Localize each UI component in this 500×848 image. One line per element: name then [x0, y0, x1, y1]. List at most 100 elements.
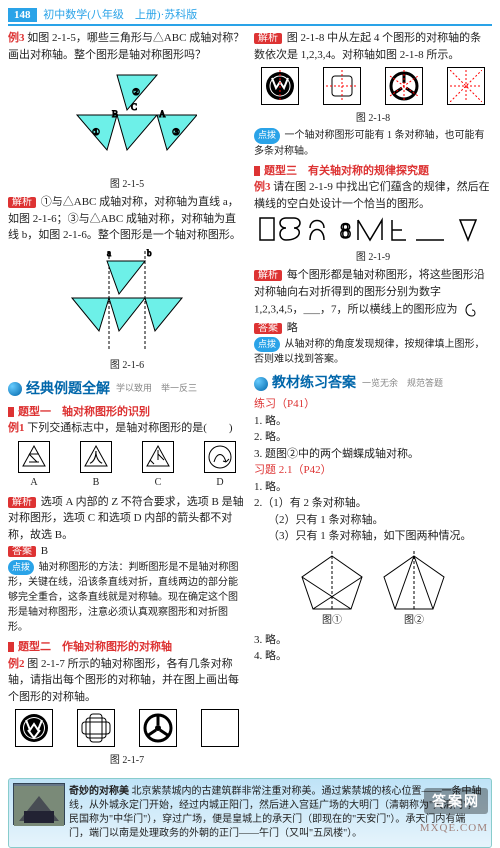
figure-2-1-8 — [254, 67, 492, 107]
heading-dot-icon — [8, 642, 14, 652]
analysis-label: 解析 — [254, 270, 282, 281]
traffic-sign-d-icon — [204, 441, 236, 473]
knot-axis-icon — [323, 67, 361, 105]
tip-text: 一个轴对称图形可能有 1 条对称轴，也可能有多条对称轴。 — [254, 130, 485, 157]
svg-text:C: C — [131, 102, 137, 112]
fig-caption-215: 图 2-1-5 — [8, 177, 246, 192]
analysis-text: 选项 A 内部的 Z 不符合要求，选项 B 是轴对称图形，选项 C 和选项 D … — [8, 496, 244, 541]
choice-d-label: D — [216, 477, 223, 488]
analysis-text: 图 2-1-8 中从左起 4 个图形的对称轴的条数依次是 1,2,3,4。对称轴… — [254, 32, 481, 61]
page: 148 初中数学(八年级 上册)·苏科版 例3 如图 2-1-5，哪些三角形与△… — [0, 0, 500, 848]
traffic-sign-a-icon — [18, 441, 50, 473]
example-text: 如图 2-1-5，哪些三角形与△ABC 成轴对称？画出对称轴。整个图形是轴对称图… — [8, 32, 244, 61]
analysis-mc: 解析 选项 A 内部的 Z 不符合要求，选项 B 是轴对称图形，选项 C 和选项… — [8, 494, 246, 544]
pentagon-1: 图① — [297, 549, 367, 628]
tip-icon: 点拨 — [8, 560, 34, 576]
page-number: 148 — [8, 8, 37, 22]
two-column-layout: 例3 如图 2-1-5，哪些三角形与△ABC 成轴对称？画出对称轴。整个图形是轴… — [8, 30, 492, 770]
example-label: 例3 — [254, 181, 271, 193]
tip-218: 点拨 一个轴对称图形可能有 1 条对称轴，也可能有多条对称轴。 — [254, 128, 492, 159]
traffic-sign-c-icon — [142, 441, 174, 473]
svg-text:b: b — [147, 248, 152, 258]
book-title: 初中数学(八年级 上册)·苏科版 — [43, 9, 197, 21]
topic-1-title: 题型一 轴对称图形的识别 — [18, 404, 150, 421]
footer-title: 奇妙的对称美 — [69, 786, 129, 797]
choice-a: A — [18, 441, 50, 490]
a2: 2.（1）有 2 条对称轴。 — [254, 495, 492, 512]
section-title: 教材练习答案 — [272, 373, 356, 394]
figure-2-1-7 — [8, 709, 246, 749]
fig-caption-217: 图 2-1-7 — [8, 753, 246, 768]
steering-axis-icon — [385, 67, 423, 105]
figure-2-1-6: a b — [47, 246, 207, 356]
q2: 2. 略。 — [254, 429, 492, 446]
fig-label-1: 图① — [297, 613, 367, 628]
a2c: （3）只有 1 条对称轴，如下图两种情况。 — [254, 528, 492, 545]
svg-text:a: a — [107, 248, 111, 258]
fig-caption-219: 图 2-1-9 — [254, 250, 492, 265]
a4: 4. 略。 — [254, 648, 492, 665]
example-text: 图 2-1-7 所示的轴对称图形，各有几条对称轴，请指出每个图形的对称轴，并在图… — [8, 658, 239, 703]
q3: 3. 题图②中的两个蝴蝶成轴对称。 — [254, 446, 492, 463]
footer-box: 奇妙的对称美 北京紫禁城内的古建筑群非常注重对称美。通过紫禁城的核心位置——一条… — [8, 778, 492, 848]
answer-text: B — [41, 545, 48, 557]
svg-text:人: 人 — [89, 451, 103, 467]
analysis-215: 解析 ①与△ABC 成轴对称，对称轴为直线 a，如图 2-1-6；③与△ABC … — [8, 194, 246, 244]
choice-a-label: A — [30, 477, 37, 488]
topic-2-heading: 题型二 作轴对称图形的对称轴 — [8, 639, 246, 656]
a2b: （2）只有 1 条对称轴。 — [254, 512, 492, 529]
svg-text:②: ② — [132, 87, 140, 97]
example-3: 例3 如图 2-1-5，哪些三角形与△ABC 成轴对称？画出对称轴。整个图形是轴… — [8, 30, 246, 63]
heading-dot-icon — [8, 407, 14, 417]
fig-label-2: 图② — [379, 613, 449, 628]
a3: 3. 略。 — [254, 632, 492, 649]
tip-1: 点拨 轴对称图形的方法：判断图形是不是轴对称图形，关键在线，沿该条直线对折，直线… — [8, 560, 246, 636]
fig-caption-218: 图 2-1-8 — [254, 111, 492, 126]
exercise-21-p42: 习题 2.1（P42） — [254, 462, 492, 479]
topic-3-heading: 题型三 有关轴对称的规律探究题 — [254, 163, 492, 180]
answer-label: 答案 — [8, 546, 36, 557]
pentagon-figures: 图① 图② — [254, 549, 492, 628]
answer-label: 答案 — [254, 323, 282, 334]
figure-2-1-5: B A C ① ③ ② — [57, 65, 197, 175]
section-textbook-answers: 教材练习答案 一览无余 规范答题 — [254, 373, 492, 394]
tip-text: 从轴对称的角度发现规律，按规律填上图形，否则难以找到答案。 — [254, 339, 485, 366]
a1: 1. 略。 — [254, 479, 492, 496]
example-text: 请在图 2-1-9 中找出它们蕴含的规律，然后在横线的空白处设计一个恰当的图形。 — [254, 181, 490, 210]
svg-text:8: 8 — [340, 218, 351, 243]
topic-1-heading: 题型一 轴对称图形的识别 — [8, 404, 246, 421]
section-icon — [254, 377, 268, 391]
svg-text:B: B — [112, 109, 118, 119]
traffic-sign-b-icon: 人 — [80, 441, 112, 473]
analysis-text: 每个图形都是轴对称图形，将这些图形沿对称轴向右对折得到的图形分别为数字 1,2,… — [254, 269, 485, 316]
choice-b-label: B — [93, 477, 100, 488]
square-icon — [201, 709, 239, 747]
section-sub: 一览无余 规范答题 — [362, 377, 443, 391]
practice-p41: 练习（P41） — [254, 396, 492, 413]
example-2: 例2 图 2-1-7 所示的轴对称图形，各有几条对称轴，请指出每个图形的对称轴，… — [8, 656, 246, 706]
heading-dot-icon — [254, 166, 260, 176]
q1: 1. 略。 — [254, 413, 492, 430]
example-label: 例3 — [8, 32, 25, 44]
right-column: 解析 图 2-1-8 中从左起 4 个图形的对称轴的条数依次是 1,2,3,4。… — [254, 30, 492, 770]
analysis-218: 解析 图 2-1-8 中从左起 4 个图形的对称轴的条数依次是 1,2,3,4。… — [254, 30, 492, 63]
multiple-choice: A 人 B C D — [8, 441, 246, 490]
page-header: 148 初中数学(八年级 上册)·苏科版 — [8, 6, 492, 26]
analysis-219: 解析 每个图形都是轴对称图形，将这些图形沿对称轴向右对折得到的图形分别为数字 1… — [254, 267, 492, 320]
example-1: 例1 下列交通标志中，是轴对称图形的是( ) — [8, 420, 246, 437]
example-text: 下列交通标志中，是轴对称图形的是( ) — [27, 422, 232, 434]
svg-text:①: ① — [92, 127, 100, 137]
left-column: 例3 如图 2-1-5，哪些三角形与△ABC 成轴对称？画出对称轴。整个图形是轴… — [8, 30, 246, 770]
section-icon — [8, 382, 22, 396]
site-watermark: MXQE.COM — [420, 822, 488, 834]
vw-logo-icon — [15, 709, 53, 747]
watermark: 答案网 — [424, 788, 488, 814]
square-axis-icon — [447, 67, 485, 105]
analysis-label: 解析 — [254, 33, 282, 44]
section-sub: 学以致用 举一反三 — [116, 382, 197, 396]
analysis-label: 解析 — [8, 497, 36, 508]
digit-6-half-icon — [460, 302, 476, 318]
tip-219: 点拨 从轴对称的角度发现规律，按规律填上图形，否则难以找到答案。 — [254, 337, 492, 368]
answer-mc: 答案 B — [8, 543, 246, 560]
answer-text: 略 — [287, 322, 298, 334]
